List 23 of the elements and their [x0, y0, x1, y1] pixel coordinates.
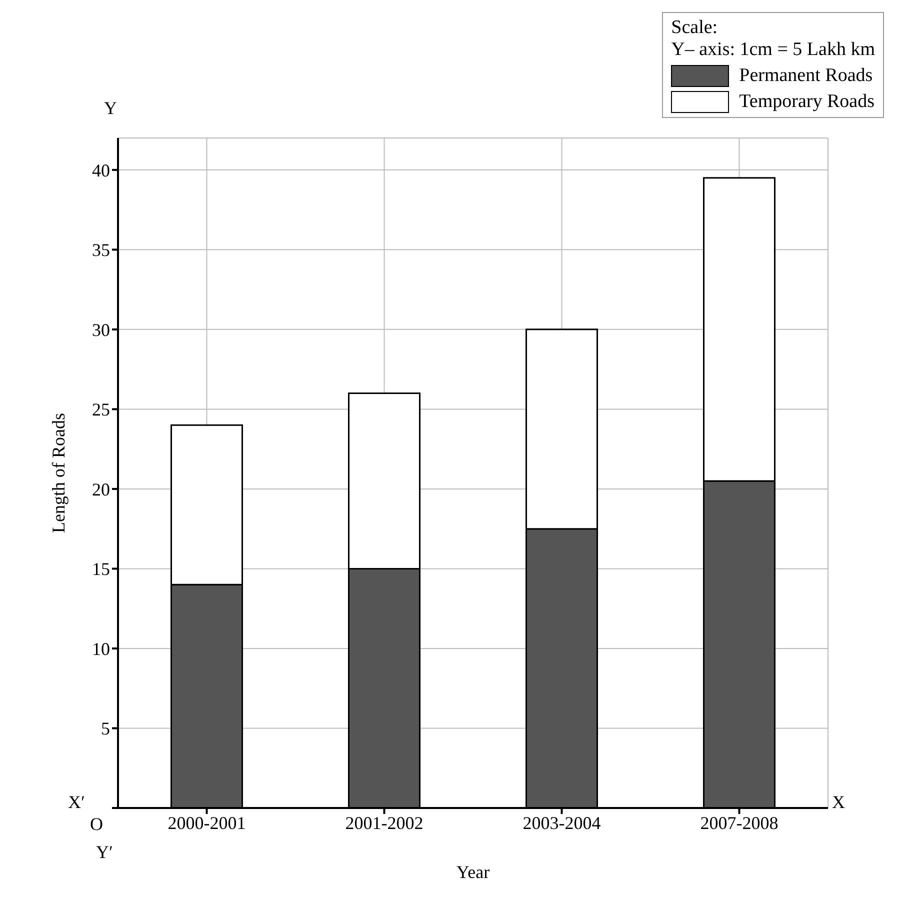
y-tick-label: 20: [92, 479, 110, 500]
text: Y: [104, 98, 117, 119]
y-tick-label: 25: [92, 400, 110, 420]
legend-label: Permanent Roads: [739, 65, 873, 87]
y-axis-title: Length of Roads: [48, 413, 68, 533]
y-tick-label: 5: [101, 718, 110, 739]
x-tick-label: 2003-2004: [522, 812, 601, 833]
y-tick-label: 30: [92, 320, 110, 340]
x-axis-title: Year: [456, 862, 490, 882]
text: Scale:: [671, 17, 719, 39]
x-tick-label: 2001-2002: [345, 812, 424, 833]
y-tick-label: 15: [92, 559, 110, 580]
x-tick-label: 2000-2001: [168, 812, 246, 833]
y-tick-label: 40: [92, 160, 110, 180]
text: Y– axis: 1cm = 5 Lakh km: [671, 39, 875, 61]
legend-label: Temporary Roads: [739, 91, 874, 113]
y-tick-label: 35: [92, 240, 110, 260]
x-tick-label: 2007-2008: [700, 812, 778, 833]
text: O: [90, 814, 103, 835]
y-tick-label: 10: [92, 638, 110, 659]
text: X′: [68, 792, 85, 813]
text: X: [832, 792, 845, 813]
text: Y′: [96, 842, 113, 863]
